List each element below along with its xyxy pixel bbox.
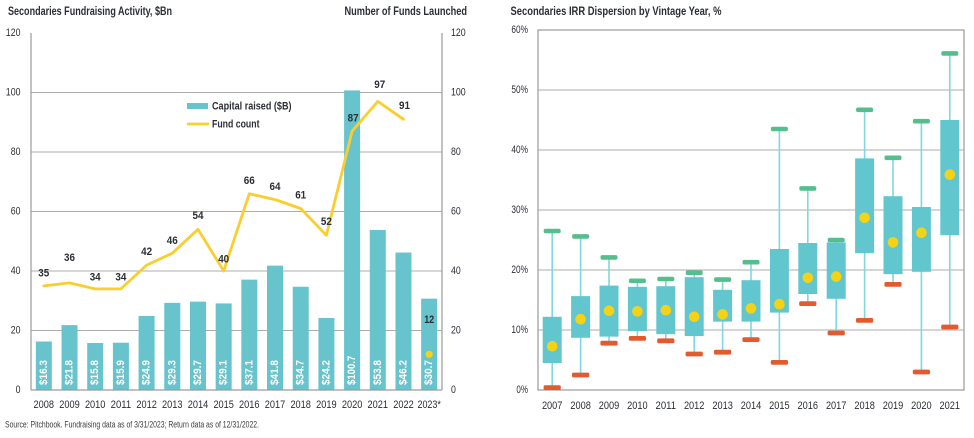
svg-text:0: 0 xyxy=(16,384,21,396)
svg-text:$46.2: $46.2 xyxy=(397,360,409,385)
svg-text:64: 64 xyxy=(270,181,282,193)
svg-text:2007: 2007 xyxy=(542,400,563,412)
svg-text:2023*: 2023* xyxy=(417,399,441,411)
svg-text:40: 40 xyxy=(218,254,229,266)
svg-text:0: 0 xyxy=(451,384,456,396)
svg-text:2014: 2014 xyxy=(741,400,762,412)
svg-text:2015: 2015 xyxy=(769,400,790,412)
svg-text:97: 97 xyxy=(374,79,385,91)
svg-text:$15.8: $15.8 xyxy=(89,360,101,385)
svg-text:2009: 2009 xyxy=(599,400,620,412)
svg-text:40%: 40% xyxy=(511,144,528,156)
svg-text:34: 34 xyxy=(90,272,102,284)
svg-text:35: 35 xyxy=(38,268,49,280)
svg-text:2009: 2009 xyxy=(59,399,80,411)
svg-text:$30.7: $30.7 xyxy=(423,360,435,385)
svg-text:2010: 2010 xyxy=(85,399,106,411)
svg-text:2011: 2011 xyxy=(111,399,132,411)
svg-text:2008: 2008 xyxy=(570,400,591,412)
svg-text:2021: 2021 xyxy=(940,400,961,412)
svg-text:91: 91 xyxy=(399,100,410,112)
svg-text:120: 120 xyxy=(6,27,21,39)
svg-text:2018: 2018 xyxy=(854,400,875,412)
svg-text:50%: 50% xyxy=(511,84,528,96)
svg-text:Number of Funds Launched: Number of Funds Launched xyxy=(345,6,468,18)
svg-text:2019: 2019 xyxy=(316,399,337,411)
svg-text:46: 46 xyxy=(167,235,178,247)
svg-text:2022: 2022 xyxy=(393,399,414,411)
svg-text:20: 20 xyxy=(451,325,461,337)
svg-text:2012: 2012 xyxy=(136,399,157,411)
svg-text:87: 87 xyxy=(348,113,359,125)
svg-text:Source: Pitchbook. Fundraising: Source: Pitchbook. Fundraising data as o… xyxy=(5,420,259,430)
svg-text:2019: 2019 xyxy=(883,400,904,412)
svg-text:2010: 2010 xyxy=(627,400,648,412)
svg-text:$29.3: $29.3 xyxy=(166,360,178,385)
svg-text:61: 61 xyxy=(295,190,306,202)
svg-text:2017: 2017 xyxy=(826,400,847,412)
svg-text:2018: 2018 xyxy=(290,399,311,411)
svg-text:20%: 20% xyxy=(511,264,528,276)
svg-text:60: 60 xyxy=(451,206,461,218)
svg-text:2020: 2020 xyxy=(342,399,363,411)
svg-text:100: 100 xyxy=(451,87,466,99)
svg-text:$100.7: $100.7 xyxy=(346,356,358,385)
svg-text:2020: 2020 xyxy=(911,400,932,412)
svg-text:120: 120 xyxy=(451,27,466,39)
svg-text:2011: 2011 xyxy=(656,400,677,412)
svg-text:$15.9: $15.9 xyxy=(115,360,127,385)
svg-text:Secondaries Fundraising Activi: Secondaries Fundraising Activity, $Bn xyxy=(8,6,172,18)
svg-text:100: 100 xyxy=(6,87,21,99)
svg-text:66: 66 xyxy=(244,175,255,187)
svg-text:54: 54 xyxy=(193,210,205,222)
svg-text:$21.8: $21.8 xyxy=(64,360,76,385)
svg-text:0%: 0% xyxy=(516,384,528,396)
svg-text:Capital raised ($B): Capital raised ($B) xyxy=(212,101,292,113)
svg-text:52: 52 xyxy=(321,216,332,228)
svg-text:2015: 2015 xyxy=(213,399,234,411)
svg-text:Fund count: Fund count xyxy=(212,119,260,131)
svg-text:$24.2: $24.2 xyxy=(320,360,332,385)
svg-text:40: 40 xyxy=(11,265,21,277)
svg-text:2021: 2021 xyxy=(368,399,389,411)
svg-text:2012: 2012 xyxy=(684,400,705,412)
svg-text:$53.8: $53.8 xyxy=(372,360,384,385)
svg-text:60: 60 xyxy=(11,206,21,218)
svg-text:80: 80 xyxy=(451,146,461,158)
svg-text:$29.1: $29.1 xyxy=(218,360,230,385)
svg-text:Secondaries IRR Dispersion by: Secondaries IRR Dispersion by Vintage Ye… xyxy=(511,6,722,18)
svg-text:34: 34 xyxy=(115,272,127,284)
svg-text:$29.7: $29.7 xyxy=(192,360,204,385)
svg-text:42: 42 xyxy=(141,246,152,258)
svg-text:80: 80 xyxy=(11,146,21,158)
svg-text:40: 40 xyxy=(451,265,461,277)
svg-text:12: 12 xyxy=(424,314,434,326)
svg-text:2016: 2016 xyxy=(798,400,819,412)
svg-text:2013: 2013 xyxy=(712,400,733,412)
svg-text:$16.3: $16.3 xyxy=(38,360,50,385)
svg-text:60%: 60% xyxy=(511,24,528,36)
svg-text:$24.9: $24.9 xyxy=(141,360,153,385)
svg-text:$34.7: $34.7 xyxy=(295,360,307,385)
svg-text:2008: 2008 xyxy=(34,399,55,411)
svg-text:2017: 2017 xyxy=(265,399,286,411)
svg-text:$37.1: $37.1 xyxy=(243,360,255,385)
svg-text:36: 36 xyxy=(64,252,75,264)
svg-text:2014: 2014 xyxy=(188,399,209,411)
svg-text:2013: 2013 xyxy=(162,399,183,411)
svg-text:2016: 2016 xyxy=(239,399,260,411)
svg-text:20: 20 xyxy=(11,325,21,337)
svg-text:30%: 30% xyxy=(511,204,528,216)
svg-text:10%: 10% xyxy=(511,324,528,336)
svg-text:$41.8: $41.8 xyxy=(269,360,281,385)
